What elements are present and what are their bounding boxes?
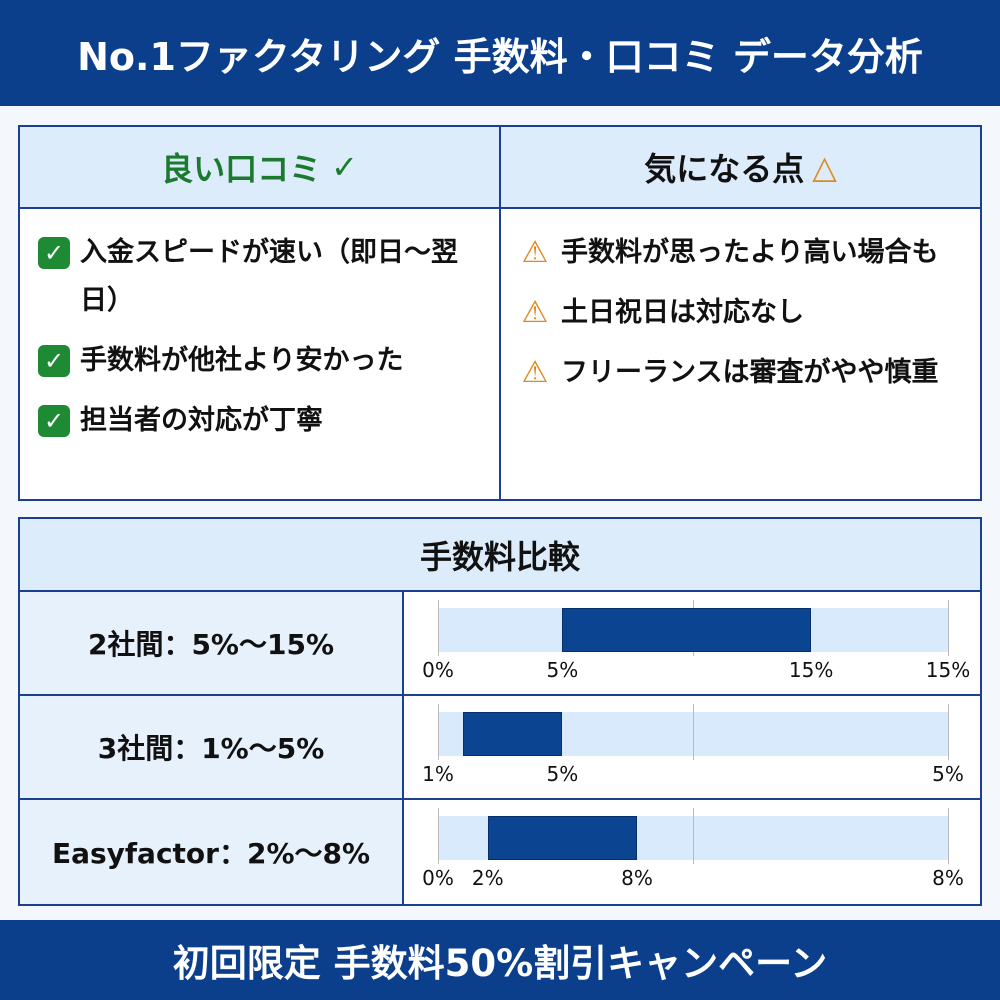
gridline bbox=[948, 704, 949, 760]
good-reviews-header: 良い口コミ ✓ bbox=[20, 127, 499, 209]
range-bar bbox=[462, 712, 563, 756]
range-bar bbox=[487, 816, 638, 860]
list-item: ✓ 入金スピードが速い（即日〜翌日） bbox=[38, 229, 485, 325]
tick-label: 15% bbox=[925, 658, 971, 682]
list-item: ⚠ 土日祝日は対応なし bbox=[519, 289, 966, 337]
gridline bbox=[948, 808, 949, 864]
range-chart: 0% 5% 15% 15% bbox=[404, 592, 980, 694]
campaign-banner[interactable]: 初回限定 手数料50%割引キャンペーン bbox=[0, 920, 1000, 1000]
check-box-icon: ✓ bbox=[38, 345, 70, 377]
list-item: ✓ 手数料が他社より安かった bbox=[38, 337, 485, 385]
list-item: ✓ 担当者の対応が丁寧 bbox=[38, 397, 485, 445]
gridline bbox=[438, 704, 439, 760]
fee-row: Easyfactor：2%〜8% 0% 2% 8% 8% bbox=[20, 800, 980, 904]
fee-row: 2社間：5%〜15% 0% 5% 15% 15% bbox=[20, 592, 980, 696]
tick-label: 0% bbox=[422, 658, 454, 682]
gridline bbox=[438, 808, 439, 864]
list-item-text: 手数料が思ったより高い場合も bbox=[561, 237, 939, 268]
list-item-text: 手数料が他社より安かった bbox=[80, 345, 404, 376]
warning-icon: ⚠ bbox=[521, 355, 549, 390]
reviews-table: 良い口コミ ✓ ✓ 入金スピードが速い（即日〜翌日） ✓ 手数料が他社より安かった ✓ 担当… bbox=[18, 125, 982, 501]
checkmark-icon: ✓ bbox=[331, 148, 358, 186]
check-box-icon: ✓ bbox=[38, 405, 70, 437]
tick-label: 8% bbox=[621, 866, 653, 890]
good-reviews-column: 良い口コミ ✓ ✓ 入金スピードが速い（即日〜翌日） ✓ 手数料が他社より安かった ✓ 担当… bbox=[20, 127, 499, 499]
tick-label: 5% bbox=[932, 762, 964, 786]
warning-icon: ⚠ bbox=[521, 295, 549, 330]
list-item: ⚠ 手数料が思ったより高い場合も bbox=[519, 229, 966, 277]
gridline bbox=[693, 704, 694, 760]
tick-label: 0% bbox=[422, 866, 454, 890]
list-item-text: 入金スピードが速い（即日〜翌日） bbox=[80, 237, 458, 316]
list-item-text: 土日祝日は対応なし bbox=[561, 297, 804, 328]
tick-label: 1% bbox=[422, 762, 454, 786]
check-box-icon: ✓ bbox=[38, 237, 70, 269]
range-chart: 1% 5% 5% bbox=[404, 696, 980, 798]
concerns-title: 気になる点 bbox=[644, 150, 805, 188]
fee-row-label: Easyfactor：2%〜8% bbox=[20, 800, 404, 904]
fee-comparison-title: 手数料比較 bbox=[20, 519, 980, 592]
fee-row-label: 2社間：5%〜15% bbox=[20, 592, 404, 694]
fee-row-label: 3社間：1%〜5% bbox=[20, 696, 404, 798]
list-item: ⚠ フリーランスは審査がやや慎重 bbox=[519, 349, 966, 397]
page-title: No.1ファクタリング 手数料・口コミ データ分析 bbox=[0, 0, 1000, 106]
tick-label: 5% bbox=[546, 658, 579, 682]
fee-comparison: 手数料比較 2社間：5%〜15% 0% 5% 15% 15% 3社間：1%〜5% 1% 5% 5… bbox=[18, 517, 982, 906]
range-bar bbox=[562, 608, 812, 652]
warning-icon: ⚠ bbox=[521, 235, 549, 270]
tick-label: 15% bbox=[788, 658, 834, 682]
triangle-icon: △ bbox=[812, 148, 837, 186]
tick-label: 5% bbox=[546, 762, 579, 786]
range-chart: 0% 2% 8% 8% bbox=[404, 800, 980, 904]
gridline bbox=[438, 600, 439, 656]
tick-label: 8% bbox=[932, 866, 964, 890]
concerns-column: 気になる点 △ ⚠ 手数料が思ったより高い場合も ⚠ 土日祝日は対応なし ⚠ フリーランスは… bbox=[499, 127, 980, 499]
good-reviews-title: 良い口コミ bbox=[161, 150, 322, 188]
list-item-text: 担当者の対応が丁寧 bbox=[80, 405, 323, 436]
fee-row: 3社間：1%〜5% 1% 5% 5% bbox=[20, 696, 980, 800]
gridline bbox=[948, 600, 949, 656]
list-item-text: フリーランスは審査がやや慎重 bbox=[561, 357, 939, 388]
gridline bbox=[693, 808, 694, 864]
concerns-header: 気になる点 △ bbox=[501, 127, 980, 209]
tick-label: 2% bbox=[471, 866, 504, 890]
